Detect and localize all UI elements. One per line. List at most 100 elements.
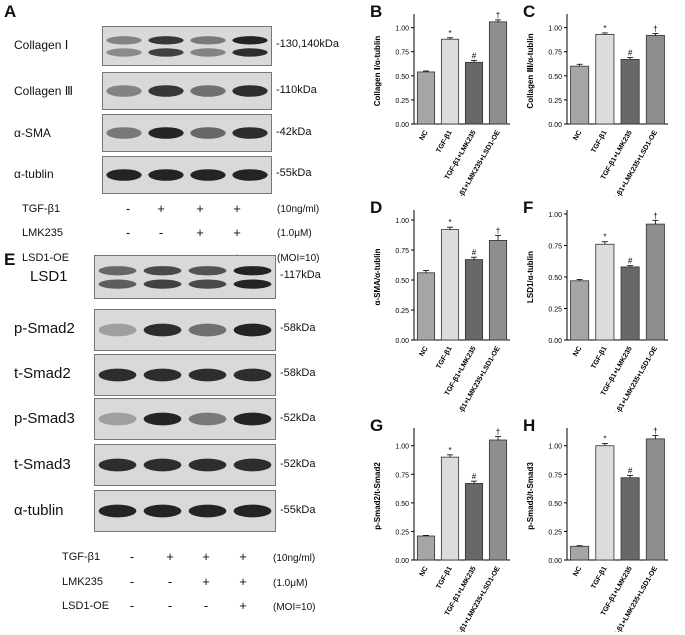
significance-mark: * [603, 434, 606, 443]
kda-label: -42kDa [276, 126, 312, 138]
band [232, 169, 268, 181]
treatment-label: LSD1-OE [22, 252, 70, 264]
y-axis-label: α-SMA/α-tublin [373, 248, 382, 305]
y-tick-label: 0.75 [395, 50, 409, 57]
bar [595, 243, 615, 341]
band [106, 36, 142, 45]
band [233, 504, 272, 518]
band [106, 48, 142, 57]
protein-label: α-tublin [14, 167, 54, 181]
bar [488, 439, 508, 561]
bar [464, 259, 484, 341]
bands [98, 266, 272, 289]
category-label: NC [572, 566, 583, 578]
band [188, 279, 227, 289]
y-axis-label: p-Smad2/t-Smad2 [373, 462, 382, 530]
significance-mark: # [628, 466, 633, 475]
kda-label: -52kDa [280, 412, 316, 424]
y-tick-label: 0.25 [395, 98, 409, 105]
band [233, 458, 272, 472]
bar [620, 266, 640, 341]
sign: + [233, 201, 241, 216]
panel-label-c: C [523, 2, 536, 21]
band [106, 169, 142, 181]
treatment-label: LMK235 [22, 227, 63, 239]
band [188, 368, 227, 382]
y-tick-label: 0.25 [548, 98, 562, 105]
band [233, 412, 272, 426]
category-label: NC [419, 566, 430, 578]
category-label: TGF-β1 [435, 345, 453, 370]
significance-mark: # [472, 472, 477, 481]
significance-mark: † [653, 426, 657, 435]
band [188, 504, 227, 518]
y-tick-label: 0.75 [395, 472, 409, 479]
band [143, 412, 182, 426]
sign: + [239, 549, 247, 564]
band [188, 458, 227, 472]
band [143, 458, 182, 472]
sign: + [196, 225, 204, 240]
significance-mark: * [448, 218, 451, 227]
y-tick-label: 0.50 [548, 501, 562, 508]
significance-mark: † [496, 227, 500, 236]
protein-label: Collagen Ⅲ [14, 84, 73, 98]
significance-mark: * [603, 233, 606, 242]
band [143, 266, 182, 276]
sign: + [196, 201, 204, 216]
bar-chart-b: 0.00 0.25 0.50 0.75 1.00 Collagen Ⅰ/α-tublin N… [373, 11, 510, 196]
bar [416, 272, 436, 341]
band [98, 266, 137, 276]
category-label: NC [572, 130, 583, 142]
y-tick-label: 0.50 [395, 74, 409, 81]
protein-label: p-Smad3 [14, 410, 75, 427]
bands [98, 504, 272, 518]
bands [106, 127, 268, 139]
y-tick-label: 0.00 [548, 338, 562, 345]
sign: + [166, 549, 174, 564]
significance-mark: # [628, 257, 633, 266]
band [98, 323, 137, 337]
band [232, 85, 268, 97]
kda-label: -110kDa [276, 84, 317, 96]
band [98, 458, 137, 472]
protein-label: α-tublin [14, 502, 64, 519]
y-tick-label: 0.25 [548, 307, 562, 314]
bar [416, 71, 436, 125]
sign: - [167, 598, 173, 613]
bar [416, 535, 436, 561]
sign: - [158, 225, 164, 240]
band [98, 279, 137, 289]
y-tick-label: 0.50 [395, 278, 409, 285]
bar-chart-h: 0.00 0.25 0.50 0.75 1.00 p-Smad3/t-Smad3 NC * TG… [526, 426, 668, 632]
y-tick-label: 1.00 [548, 26, 562, 33]
bar [488, 240, 508, 341]
y-axis-label: Collagen Ⅰ/α-tublin [373, 36, 382, 107]
y-tick-label: 0.00 [548, 122, 562, 129]
band [143, 368, 182, 382]
sign: - [129, 574, 135, 589]
sign: + [157, 201, 165, 216]
bands [98, 368, 272, 382]
band [190, 169, 226, 181]
treatment-label: LMK235 [62, 576, 103, 588]
band [143, 504, 182, 518]
sign: + [239, 598, 247, 613]
category-label: TGF-β1 [590, 345, 608, 370]
kda-label: -130,140kDa [276, 38, 339, 50]
protein-label: p-Smad2 [14, 320, 75, 337]
protein-label: t-Smad2 [14, 365, 71, 382]
band [190, 48, 226, 57]
band [148, 169, 184, 181]
band [232, 127, 268, 139]
sign: + [202, 574, 210, 589]
bar-chart-d: 0.00 0.25 0.50 0.75 1.00 α-SMA/α-tublin NC * TGF… [373, 210, 510, 412]
condition-label: (MOI=10) [273, 602, 316, 613]
blot-strip [94, 444, 276, 486]
y-tick-label: 0.50 [548, 275, 562, 282]
condition-label: (10ng/ml) [277, 204, 320, 215]
y-tick-label: 0.25 [395, 529, 409, 536]
protein-label: α-SMA [14, 126, 51, 140]
band [106, 85, 142, 97]
bar [570, 65, 590, 125]
